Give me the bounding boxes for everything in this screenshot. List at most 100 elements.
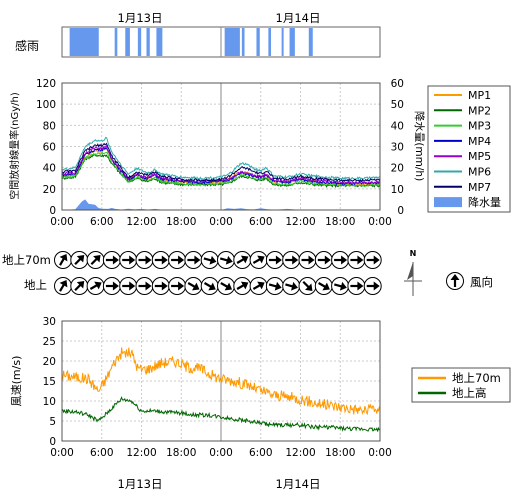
wind-arrow-upper-icon — [298, 251, 317, 269]
arrow-glyph — [90, 255, 101, 266]
wind-speed-legend-frame — [411, 367, 511, 403]
arrow-head — [194, 255, 201, 265]
arrow-shaft — [318, 282, 327, 288]
strip-date-1: 1月13日 — [118, 11, 163, 25]
wind-arrow-lower-icon — [249, 277, 268, 295]
wind-speed-chart: 0 5 10 15 20 25 30 0:00 6:00 12:00 18:00 0:00 6:00 1… — [10, 316, 392, 491]
arrow-glyph — [89, 281, 102, 290]
arrow-head — [357, 255, 364, 265]
arrow-glyph — [187, 282, 200, 291]
wind-arrow-lower-icon — [184, 277, 203, 295]
radiation-x-ticks: 0:00 6:00 12:00 18:00 0:00 6:00 12:00 18:00 0:00 — [50, 216, 392, 228]
rain-strip-segment — [256, 28, 260, 56]
y-tick-label: 80 — [43, 120, 56, 132]
arrow-glyph — [317, 255, 331, 265]
arrow-glyph — [203, 255, 217, 265]
wind-arrow-upper-icon — [151, 251, 170, 269]
x-tick-label: 18:00 — [325, 447, 355, 459]
wind-arrow-lower-icon — [54, 277, 72, 295]
y-tick-label: 100 — [36, 99, 56, 111]
arrow-head — [257, 255, 265, 264]
rain-strip-segment — [241, 28, 245, 56]
x-tick-label: 0:00 — [50, 447, 74, 459]
series-line-mp7 — [61, 142, 381, 183]
radiation-y-label: 空間放射線量率(nGy/h) — [8, 92, 21, 200]
wind-arrow-upper-icon — [331, 251, 350, 269]
arrow-head — [178, 255, 185, 265]
arrow-shaft — [252, 258, 261, 264]
arrow-glyph — [122, 281, 136, 291]
arrow-head — [305, 283, 313, 291]
wind-arrow-lower-icon — [86, 277, 105, 295]
arrow-glyph — [252, 255, 265, 264]
y2-tick-label: 0 — [397, 205, 404, 217]
legend-label-mp5: MP5 — [468, 150, 491, 163]
rain-strip-segment — [146, 28, 150, 56]
arrow-glyph — [334, 281, 347, 291]
wind-speed-x-ticks: 0:00 6:00 12:00 18:00 0:00 6:00 12:00 18:00 0:00 — [50, 447, 392, 459]
arrow-head — [145, 281, 152, 291]
arrow-shaft — [219, 257, 229, 262]
rain-strip-segment — [281, 28, 284, 56]
arrow-glyph — [220, 282, 233, 291]
arrow-glyph — [105, 255, 119, 265]
wind-arrow-upper-icon — [102, 251, 121, 269]
wind-legend-arrow-icon — [446, 272, 464, 290]
x-tick-label: 0:00 — [368, 447, 392, 459]
legend-label-mp7: MP7 — [468, 181, 491, 194]
arrow-glyph — [236, 281, 249, 290]
arrow-glyph — [203, 282, 216, 291]
wind-row-lower — [54, 277, 382, 295]
arrow-head — [112, 255, 119, 265]
arrow-head — [341, 255, 348, 265]
arrow-glyph — [334, 255, 348, 265]
wind-speed-y-label: 風速(m/s) — [10, 356, 23, 407]
arrow-glyph — [74, 255, 85, 266]
x-tick-label: 18:00 — [166, 216, 196, 228]
arrow-shaft — [334, 283, 343, 288]
arrow-shaft — [252, 284, 261, 290]
wind-arrow-lower-icon — [119, 277, 138, 295]
arrow-shaft — [236, 258, 245, 264]
arrow-head — [275, 255, 282, 265]
arrow-glyph — [450, 274, 460, 287]
x-tick-label: 0:00 — [368, 216, 392, 228]
wind-arrow-lower-icon — [347, 277, 366, 295]
arrow-head — [145, 255, 152, 265]
arrow-glyph — [318, 282, 330, 291]
rain-strip: 感雨 1月13日 1月14日 — [15, 11, 381, 58]
arrow-shaft — [268, 283, 278, 288]
y-tick-label: 30 — [43, 316, 56, 328]
wind-row-label-upper: 地上70m — [2, 253, 51, 267]
north-indicator-icon: N — [404, 249, 422, 296]
wind-direction-panel: 地上70m 地上 N 風向 — [2, 249, 493, 296]
y-tick-label: 10 — [43, 396, 56, 408]
arrow-glyph — [285, 281, 298, 291]
y-tick-label: 20 — [43, 184, 56, 196]
wind-arrow-lower-icon — [233, 277, 252, 295]
arrow-head — [225, 255, 233, 265]
arrow-glyph — [59, 279, 68, 292]
y2-tick-label: 10 — [391, 184, 404, 196]
wind-speed-y-ticks: 0 5 10 15 20 25 30 — [43, 316, 56, 448]
radiation-legend-frame — [427, 85, 511, 213]
wind-arrow-upper-icon — [249, 251, 268, 269]
x-tick-label: 0:00 — [209, 216, 233, 228]
arrow-head — [373, 281, 380, 291]
arrow-shaft — [285, 283, 294, 288]
wind-arrow-upper-icon — [184, 251, 203, 269]
radiation-grid — [62, 83, 380, 210]
wind-arrow-lower-icon — [314, 277, 333, 295]
x-tick-label: 6:00 — [90, 216, 114, 228]
x-tick-label: 18:00 — [325, 216, 355, 228]
rain-strip-segments — [69, 27, 313, 57]
arrow-head — [112, 281, 119, 291]
arrow-shaft — [236, 284, 245, 290]
wind-arrow-lower-icon — [363, 277, 382, 295]
arrow-head — [209, 255, 217, 265]
arrow-glyph — [268, 281, 282, 291]
arrow-glyph — [59, 253, 68, 266]
arrow-head — [94, 281, 102, 290]
